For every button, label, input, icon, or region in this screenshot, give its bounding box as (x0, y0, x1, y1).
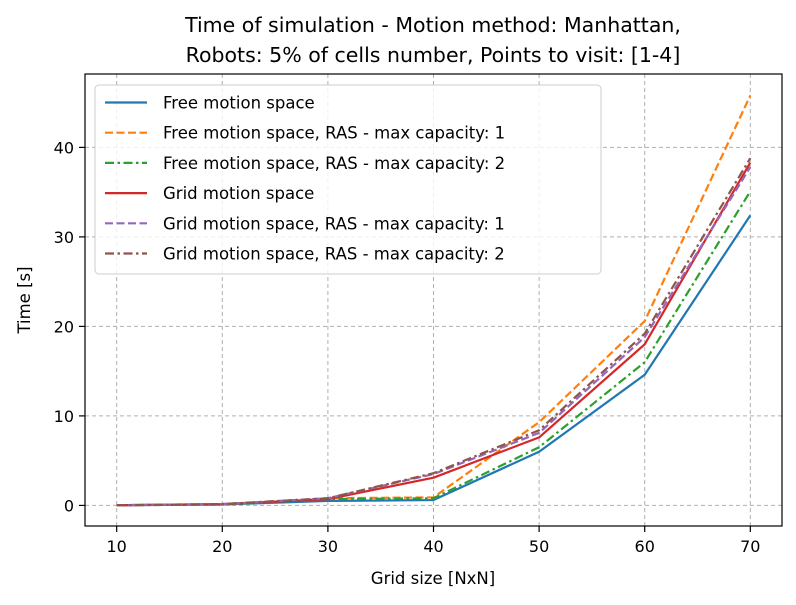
legend: Free motion space Free motion space, RAS … (94, 84, 602, 275)
x-tick-label: 60 (635, 537, 655, 556)
x-tick-label: 70 (740, 537, 760, 556)
legend-entry-1: Free motion space (163, 94, 315, 113)
grid-lines (85, 74, 782, 526)
series-line-6 (116, 157, 752, 507)
chart-title-line2: Robots: 5% of cells number, Points to vi… (186, 43, 681, 67)
x-tick-label: 30 (318, 537, 338, 556)
y-tick-label: 0 (64, 496, 74, 515)
y-tick-label: 10 (54, 407, 74, 426)
legend-entry-3: Free motion space, RAS - max capacity: 2 (163, 154, 505, 173)
y-tick-label: 30 (54, 228, 74, 247)
chart-title-line1: Time of simulation - Motion method: Manh… (184, 13, 681, 37)
legend-entry-6: Grid motion space, RAS - max capacity: 2 (163, 245, 505, 264)
y-axis-ticks: 0 10 20 30 40 (54, 138, 85, 515)
y-axis-label: Time [s] (15, 266, 34, 334)
legend-box (94, 84, 602, 275)
x-tick-label: 20 (212, 537, 232, 556)
y-tick-label: 20 (54, 317, 74, 336)
y-tick-label: 40 (54, 138, 74, 157)
x-tick-label: 50 (529, 537, 549, 556)
x-axis-label: Grid size [NxN] (371, 569, 495, 588)
legend-entry-4: Grid motion space (163, 184, 314, 203)
legend-entry-5: Grid motion space, RAS - max capacity: 1 (163, 214, 505, 233)
x-tick-label: 40 (423, 537, 443, 556)
legend-entry-2: Free motion space, RAS - max capacity: 1 (163, 124, 505, 143)
series-lines (116, 95, 752, 507)
x-tick-label: 10 (107, 537, 127, 556)
x-axis-ticks: 10 20 30 40 50 60 70 (107, 526, 760, 556)
